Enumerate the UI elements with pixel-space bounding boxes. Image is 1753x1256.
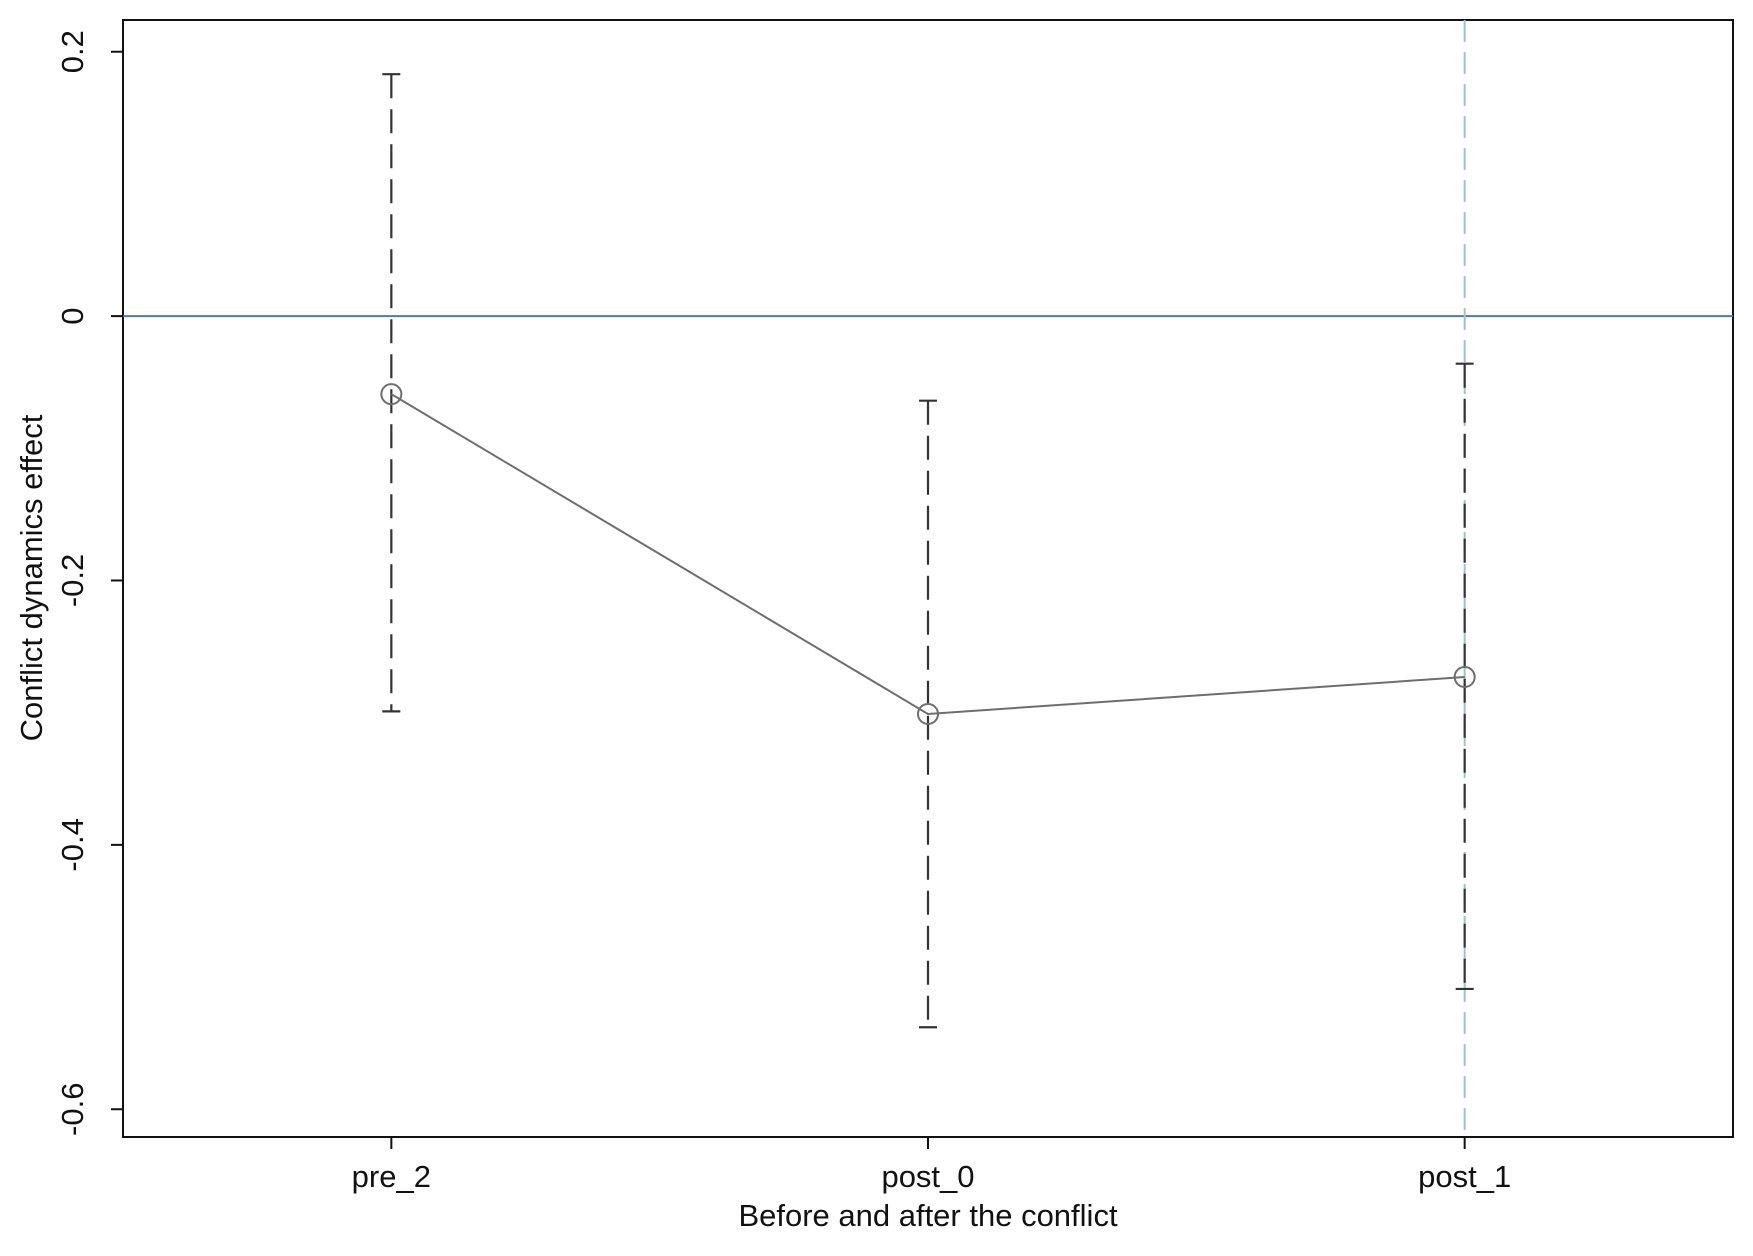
y-tick-label: -0.2 — [55, 554, 90, 607]
y-tick-label: -0.4 — [55, 818, 90, 871]
point-marker — [1453, 665, 1476, 688]
point-marker — [380, 383, 403, 406]
x-tick-label: post_1 — [1418, 1159, 1511, 1194]
y-axis-title: Conflict dynamics effect — [14, 414, 49, 741]
x-tick-label: pre_2 — [352, 1159, 431, 1194]
y-tick-label: 0.2 — [55, 30, 90, 73]
y-tick-label: 0 — [55, 307, 90, 324]
x-axis-title: Before and after the conflict — [738, 1198, 1118, 1233]
point-marker — [917, 702, 939, 725]
y-tick-label: -0.6 — [55, 1083, 90, 1136]
series-line — [390, 393, 1465, 716]
x-tick-label: post_0 — [881, 1159, 974, 1194]
